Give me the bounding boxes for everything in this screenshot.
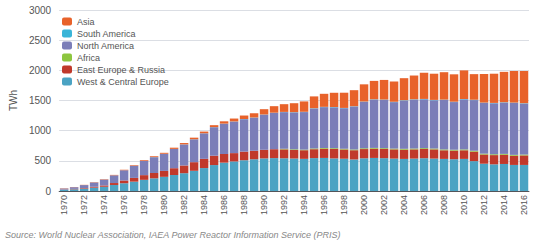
svg-text:3000: 3000 xyxy=(29,5,52,16)
svg-text:South America: South America xyxy=(77,29,136,39)
svg-text:1972: 1972 xyxy=(79,195,89,215)
svg-text:2014: 2014 xyxy=(499,195,509,215)
svg-text:TWh: TWh xyxy=(8,90,19,111)
svg-text:1994: 1994 xyxy=(299,195,309,215)
svg-text:1500: 1500 xyxy=(29,95,52,106)
svg-text:1976: 1976 xyxy=(119,195,129,215)
svg-text:2008: 2008 xyxy=(439,195,449,215)
svg-text:500: 500 xyxy=(34,155,51,166)
svg-text:Asia: Asia xyxy=(77,17,95,27)
svg-text:Africa: Africa xyxy=(77,53,100,63)
svg-text:1984: 1984 xyxy=(199,195,209,215)
svg-text:1986: 1986 xyxy=(219,195,229,215)
svg-text:2004: 2004 xyxy=(399,195,409,215)
svg-text:1990: 1990 xyxy=(259,195,269,215)
svg-text:1970: 1970 xyxy=(59,195,69,215)
svg-text:2012: 2012 xyxy=(479,195,489,215)
svg-text:0: 0 xyxy=(46,186,52,197)
svg-text:2000: 2000 xyxy=(359,195,369,215)
svg-text:1992: 1992 xyxy=(279,195,289,215)
svg-text:1988: 1988 xyxy=(239,195,249,215)
svg-text:East Europe & Russia: East Europe & Russia xyxy=(77,65,165,75)
svg-text:1000: 1000 xyxy=(29,125,52,136)
svg-text:Source: World Nuclear Associat: Source: World Nuclear Association, IAEA … xyxy=(5,230,340,240)
svg-text:1996: 1996 xyxy=(319,195,329,215)
svg-text:North America: North America xyxy=(77,41,134,51)
svg-text:1998: 1998 xyxy=(339,195,349,215)
svg-text:2500: 2500 xyxy=(29,35,52,46)
svg-text:2006: 2006 xyxy=(419,195,429,215)
svg-text:2002: 2002 xyxy=(379,195,389,215)
svg-text:1978: 1978 xyxy=(139,195,149,215)
svg-text:2016: 2016 xyxy=(519,195,529,215)
svg-text:1980: 1980 xyxy=(159,195,169,215)
svg-text:1982: 1982 xyxy=(179,195,189,215)
svg-text:1974: 1974 xyxy=(99,195,109,215)
svg-text:2000: 2000 xyxy=(29,65,52,76)
svg-text:2010: 2010 xyxy=(459,195,469,215)
svg-text:West & Central Europe: West & Central Europe xyxy=(77,77,169,87)
